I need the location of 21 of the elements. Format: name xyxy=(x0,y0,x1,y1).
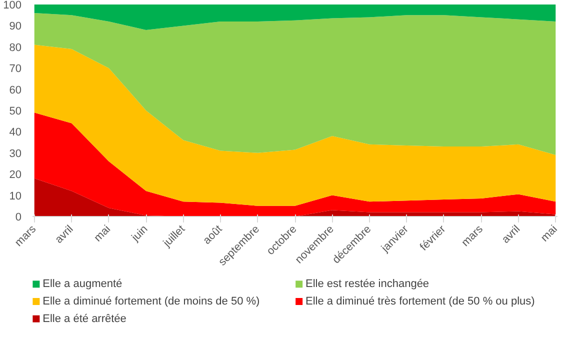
x-tick-label: avril xyxy=(53,223,76,246)
x-tick-label: mai xyxy=(92,223,114,244)
legend-label: Elle a diminué très fortement (de 50 % ou plus) xyxy=(306,296,535,308)
legend-label: Elle a été arrêtée xyxy=(42,312,126,325)
y-tick-label: 20 xyxy=(9,169,22,182)
y-tick-label: 90 xyxy=(9,20,22,33)
legend-label: Elle est restée inchangée xyxy=(306,278,430,290)
y-tick-label: 40 xyxy=(9,126,22,139)
y-tick-label: 80 xyxy=(9,42,22,54)
y-tick-label: 100 xyxy=(3,0,22,12)
y-tick-label: 10 xyxy=(9,190,22,202)
x-tick-label: juin xyxy=(128,223,150,245)
legend-label: Elle a augmenté xyxy=(42,278,122,290)
y-tick-label: 30 xyxy=(9,148,22,160)
x-tick-label: mai xyxy=(538,223,560,244)
legend-label: Elle a diminué fortement (de moins de 50 %) xyxy=(42,296,260,308)
y-tick-label: 0 xyxy=(15,212,22,224)
y-tick-label: 60 xyxy=(9,84,22,96)
y-tick-label: 70 xyxy=(9,63,22,76)
x-tick-label: avril xyxy=(500,223,523,246)
y-tick-label: 50 xyxy=(9,106,22,118)
